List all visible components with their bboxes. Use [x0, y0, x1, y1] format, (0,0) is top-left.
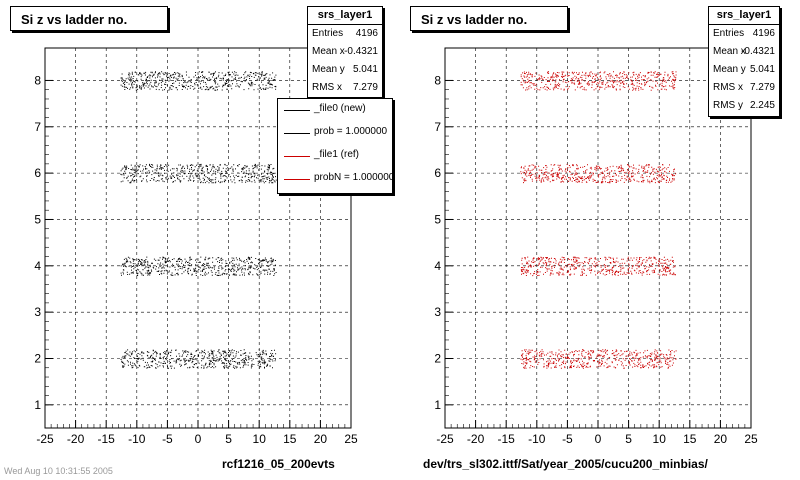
- x-tick-label: 0: [595, 432, 602, 446]
- scatter-band: [120, 163, 277, 184]
- y-tick-label: 3: [434, 305, 441, 319]
- y-tick-label: 6: [434, 166, 441, 180]
- x-tick-label: -5: [562, 432, 573, 446]
- left-stats-box: srs_layer1 Entries 4196 Mean x -0.4321 Mea…: [307, 6, 383, 98]
- y-tick-label: 1: [34, 398, 41, 412]
- x-tick-label: 10: [253, 432, 267, 446]
- y-tick-label: 4: [34, 259, 41, 273]
- y-tick-label: 6: [34, 166, 41, 180]
- legend-swatch: [284, 156, 310, 157]
- legend-box: _file0 (new) prob = 1.000000 _file1 (ref…: [277, 98, 393, 194]
- scatter-band: [120, 349, 277, 369]
- scatter-points: [520, 163, 677, 184]
- right-stats-row: Entries 4196: [713, 28, 775, 39]
- x-tick-label: -20: [467, 432, 485, 446]
- x-tick-label: -20: [67, 432, 85, 446]
- right-stats-row: RMS y 2.245: [713, 100, 775, 111]
- left-run-label: rcf1216_05_200evts: [222, 457, 335, 471]
- x-tick-label: 15: [283, 432, 297, 446]
- right-stats-name: srs_layer1: [709, 7, 779, 25]
- x-tick-label: -5: [162, 432, 173, 446]
- right-stats-box: srs_layer1 Entries 4196 Mean x -0.4321 Mea…: [708, 6, 780, 117]
- x-tick-label: 25: [344, 432, 358, 446]
- x-tick-label: -10: [528, 432, 546, 446]
- left-stats-name: srs_layer1: [308, 7, 382, 25]
- x-tick-label: 15: [683, 432, 697, 446]
- y-tick-label: 2: [434, 351, 441, 365]
- right-run-label: dev/trs_sl302.ittf/Sat/year_2005/cucu200…: [423, 457, 708, 471]
- scatter-points: [120, 163, 277, 184]
- legend-swatch: [284, 179, 310, 180]
- legend-entry: probN = 1.000000: [278, 168, 393, 190]
- legend-swatch: [284, 110, 310, 111]
- y-tick-label: 4: [434, 259, 441, 273]
- right-stats-row: RMS x 7.279: [713, 82, 775, 93]
- scatter-band: [520, 163, 677, 184]
- left-stats-row: RMS x 7.279: [312, 82, 378, 93]
- left-stats-row: Mean y 5.041: [312, 64, 378, 75]
- scatter-band: [520, 71, 677, 91]
- legend-entry: prob = 1.000000: [278, 122, 392, 144]
- legend-text: _file0 (new): [314, 103, 366, 114]
- scatter-points: [520, 256, 676, 277]
- y-tick-label: 8: [434, 73, 441, 87]
- left-stats-row: Entries 4196: [312, 28, 378, 39]
- y-tick-label: 7: [434, 120, 441, 134]
- plot-frame: [444, 47, 752, 429]
- y-tick-label: 8: [34, 73, 41, 87]
- right-title: Si z vs ladder no.: [421, 12, 528, 27]
- left-title: Si z vs ladder no.: [21, 12, 128, 27]
- x-tick-label: 10: [653, 432, 667, 446]
- legend-text: probN = 1.000000: [314, 172, 393, 183]
- plot-area-2: -25 -20 -15 -10 -5 0 5 10 15 20 25 1 2 3 4 5 6 7 8: [434, 47, 758, 446]
- y-tick-label: 5: [434, 212, 441, 226]
- x-tick-label: -15: [498, 432, 516, 446]
- y-tick-label: 3: [34, 305, 41, 319]
- x-tick-label: -15: [98, 432, 116, 446]
- right-title-box: Si z vs ladder no.: [410, 6, 568, 31]
- series-_file0 (new): [120, 71, 277, 369]
- x-tick-label: 5: [225, 432, 232, 446]
- scatter-band: [520, 349, 677, 369]
- scatter-band: [520, 256, 676, 277]
- series-_file1 (ref): [520, 71, 677, 369]
- y-tick-label: 7: [34, 120, 41, 134]
- x-tick-label: -25: [436, 432, 454, 446]
- x-tick-label: 20: [714, 432, 728, 446]
- y-tick-label: 1: [434, 398, 441, 412]
- y-tick-label: 2: [34, 351, 41, 365]
- scatter-points: [120, 71, 277, 91]
- scatter-band: [120, 71, 277, 91]
- footer-timestamp: Wed Aug 10 10:31:55 2005: [4, 466, 113, 476]
- x-tick-label: 25: [744, 432, 758, 446]
- scatter-points: [120, 349, 277, 369]
- y-tick-label: 5: [34, 212, 41, 226]
- left-stats-row: Mean x -0.4321: [312, 46, 378, 57]
- legend-entry: _file1 (ref): [278, 145, 392, 167]
- legend-swatch: [284, 133, 310, 134]
- left-title-box: Si z vs ladder no.: [10, 6, 168, 31]
- right-stats-row: Mean y 5.041: [713, 64, 775, 75]
- legend-entry: _file0 (new): [278, 99, 392, 121]
- legend-text: _file1 (ref): [314, 149, 360, 160]
- x-tick-label: -10: [128, 432, 146, 446]
- x-tick-label: 20: [314, 432, 328, 446]
- x-tick-label: 5: [625, 432, 632, 446]
- x-tick-label: 0: [195, 432, 202, 446]
- legend-text: prob = 1.000000: [314, 126, 388, 137]
- x-tick-label: -25: [36, 432, 54, 446]
- right-stats-row: Mean x -0.4321: [713, 46, 775, 57]
- scatter-points: [520, 71, 677, 91]
- scatter-points: [520, 349, 677, 369]
